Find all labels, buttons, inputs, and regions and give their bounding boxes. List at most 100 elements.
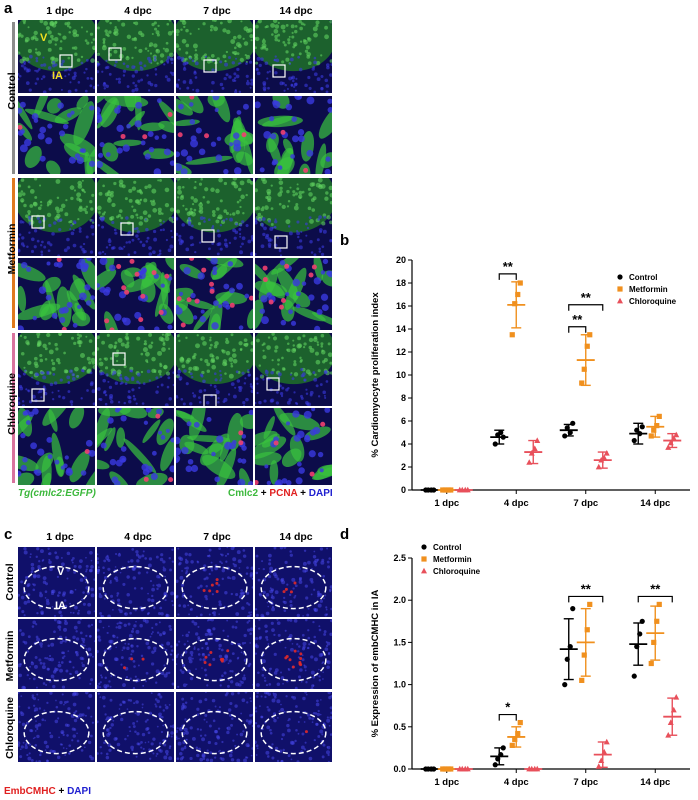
micrograph-a-control-zoom-3 (176, 96, 253, 174)
data-point-chloroquine (603, 450, 610, 456)
data-point-metformin (654, 423, 660, 429)
micrograph-a-control-1 (18, 20, 95, 93)
caption-plus: + (258, 488, 270, 499)
data-point-metformin (581, 652, 587, 658)
y-tick-label: 0.0 (393, 764, 406, 774)
micrograph-a-control-zoom-2 (97, 96, 174, 174)
significance-label: ** (581, 581, 592, 596)
col-title-c-4dpc: 4 dpc (124, 531, 152, 543)
data-point-control (631, 673, 637, 679)
micrograph-a-control-2 (97, 20, 174, 93)
x-tick-label: 7 dpc (573, 777, 598, 788)
micrograph-a-chloroquine-1 (18, 333, 95, 406)
micrograph-c-metformin-2 (97, 619, 174, 689)
y-tick-label: 12 (396, 347, 406, 357)
caption-dapi-c: DAPI (67, 786, 91, 797)
label-ventricle-a: V (40, 32, 48, 44)
data-point-metformin (517, 280, 523, 286)
significance-bracket: ** (568, 312, 587, 333)
y-tick-label: 2.5 (393, 553, 406, 563)
data-point-metformin (509, 332, 515, 338)
micrograph-a-control-3 (176, 20, 253, 93)
y-tick-label: 6 (401, 416, 406, 426)
micrograph-a-chloroquine-4 (255, 333, 332, 406)
x-tick-label: 4 dpc (504, 777, 529, 788)
col-title-c-14dpc: 14 dpc (279, 531, 313, 543)
data-point-chloroquine (673, 431, 680, 438)
y-tick-label: 20 (396, 255, 406, 265)
caption-dapi: DAPI (308, 488, 333, 499)
micrograph-c-chloroquine-4 (255, 692, 332, 762)
significance-bracket: ** (568, 581, 604, 603)
data-point-metformin (509, 742, 515, 748)
data-point-chloroquine (595, 763, 602, 769)
row-label-metformin: Metformin (6, 223, 18, 275)
micrograph-c-chloroquine-1 (18, 692, 95, 762)
row-label-control: Control (6, 72, 18, 110)
col-title-14dpc: 14 dpc (279, 5, 313, 17)
data-point-metformin (651, 639, 657, 645)
micrograph-c-control-2 (97, 547, 174, 617)
data-point-metformin (581, 366, 587, 372)
row-label-c-control: Control (4, 563, 16, 601)
micrograph-a-control-zoom-1 (18, 96, 95, 174)
legend-label-chloroquine: Chloroquine (629, 297, 677, 306)
micrograph-c-metformin-3 (176, 619, 253, 689)
y-tick-label: 18 (396, 278, 406, 288)
data-point-control (639, 424, 645, 430)
panel-letter-a: a (4, 0, 13, 17)
legend-marker-chloroquine (617, 297, 623, 304)
col-title-4dpc: 4 dpc (124, 5, 152, 17)
significance-label: ** (650, 581, 661, 596)
legend-label-control: Control (433, 543, 461, 552)
significance-label: ** (581, 290, 592, 305)
y-tick-label: 16 (396, 301, 406, 311)
sidebar-chloroquine (12, 333, 15, 483)
chart-b: 0 2 4 6 8 10 12 14 16 18 20 1 dpc 4 dpc 7 dpc 14 dpc % … (370, 255, 690, 509)
col-title-c-1dpc: 1 dpc (46, 531, 74, 543)
data-point-metformin (517, 719, 523, 726)
micrograph-c-chloroquine-3 (176, 692, 253, 762)
legend-marker-chloroquine (421, 567, 427, 574)
micrograph-c-control-3 (176, 547, 253, 617)
legend-marker-control (617, 274, 623, 280)
y-tick-label: 0.5 (393, 722, 406, 732)
micrograph-c-metformin-4 (255, 619, 332, 689)
micrograph-a-chloroquine-zoom-1 (18, 408, 95, 485)
micrograph-c-control-4 (255, 547, 332, 617)
micrograph-a-metformin-zoom-4 (255, 258, 332, 330)
micrograph-a-metformin-zoom-1 (18, 258, 95, 330)
significance-bracket: * (498, 700, 517, 721)
y-tick-label: 2.0 (393, 595, 406, 605)
label-ventricle-c: V (57, 566, 65, 578)
legend-marker-control (421, 544, 427, 550)
x-tick-label: 14 dpc (640, 498, 670, 509)
data-point-metformin (512, 736, 518, 743)
data-point-metformin (648, 433, 654, 439)
significance-label: ** (503, 259, 514, 274)
micrograph-a-metformin-4 (255, 178, 332, 256)
col-title-1dpc: 1 dpc (46, 5, 74, 17)
legend-label-metformin: Metformin (629, 285, 668, 294)
legend-label-chloroquine: Chloroquine (433, 567, 481, 576)
data-point-metformin (656, 601, 662, 608)
caption-embcmhc: EmbCMHC (4, 786, 56, 797)
caption-tg: Tg(cmlc2:EGFP) (18, 488, 96, 499)
data-point-metformin (515, 291, 521, 298)
legend-marker-metformin (421, 556, 427, 562)
legend-marker-metformin (617, 286, 623, 292)
micrograph-a-control-zoom-4 (255, 96, 332, 174)
caption-plus: + (297, 488, 309, 499)
data-point-metformin (584, 343, 590, 349)
row-label-c-metformin: Metformin (4, 630, 16, 682)
data-point-control (570, 606, 576, 612)
x-tick-label: 7 dpc (573, 498, 598, 509)
caption-stain-a: Cmlc2 + PCNA + DAPI (228, 488, 333, 499)
x-tick-label: 4 dpc (504, 498, 529, 509)
caption-stain-c: EmbCMHC + DAPI (4, 786, 91, 797)
y-tick-label: 14 (396, 324, 406, 334)
sidebar-metformin (12, 178, 15, 328)
data-point-metformin (579, 677, 585, 683)
micrograph-a-metformin-zoom-3 (176, 258, 253, 330)
data-point-metformin (654, 618, 660, 624)
